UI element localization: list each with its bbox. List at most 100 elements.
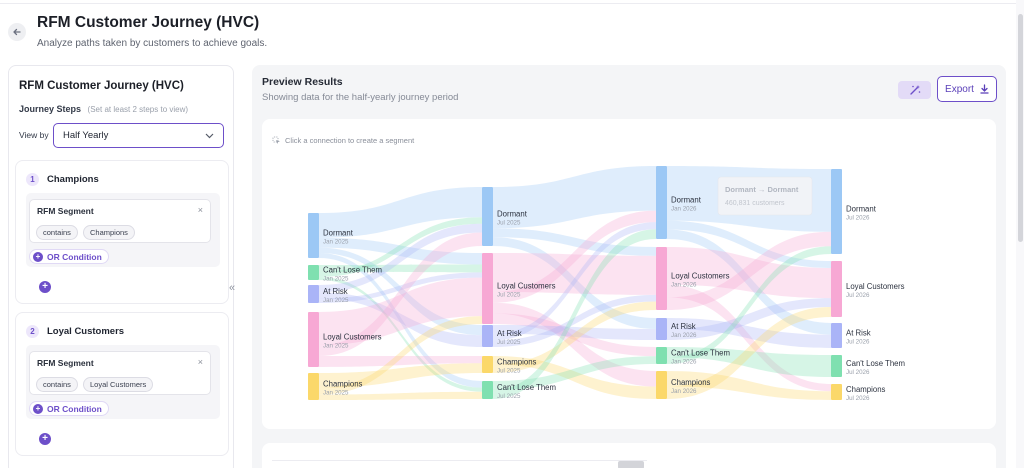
sankey-node[interactable] [656,318,667,340]
journey-steps-hint: (Set at least 2 steps to view) [87,105,189,114]
sankey-link[interactable] [493,313,656,357]
sankey-link[interactable] [319,356,482,367]
sankey-link[interactable] [319,277,482,392]
sankey-link[interactable] [493,302,656,387]
chart-hint-text: Click a connection to create a segment [285,136,415,145]
sankey-link[interactable] [319,217,482,277]
sankey-node[interactable] [482,381,493,399]
sankey-node-label: Dormant [323,229,354,238]
sankey-link[interactable] [667,347,831,377]
sankey-link[interactable] [319,247,482,336]
sankey-node[interactable] [482,187,493,246]
download-icon [980,84,989,94]
sankey-node[interactable] [308,312,319,367]
magic-wand-button[interactable] [898,81,931,99]
close-icon[interactable]: × [197,357,203,367]
operator-chip[interactable]: contains [36,377,78,392]
add-condition-plus-icon[interactable]: + [39,281,51,293]
sankey-link[interactable] [493,237,656,330]
sankey-link[interactable] [319,316,482,395]
plus-icon: + [33,403,43,414]
sankey-link[interactable] [667,306,831,399]
operator-chip[interactable]: contains [36,225,78,240]
sankey-node-period: Jul 2026 [846,339,870,346]
condition-field-label: RFM Segment [37,358,94,368]
horizontal-scroll-thumb[interactable] [618,461,644,468]
sankey-link[interactable] [667,229,831,335]
horizontal-scroll-track[interactable] [272,460,647,468]
close-icon[interactable]: × [197,205,203,215]
sankey-node-period: Jan 2025 [323,276,349,283]
sankey-link[interactable] [493,325,656,340]
preview-subtitle: Showing data for the half-yearly journey… [262,92,459,103]
sankey-node-period: Jul 2025 [497,368,521,375]
sankey-link[interactable] [493,229,656,399]
sankey-node-label: Loyal Customers [671,272,730,281]
back-button[interactable] [8,23,26,41]
sankey-node-period: Jan 2026 [671,359,697,366]
sankey-link[interactable] [319,223,482,293]
sankey-node[interactable] [482,253,493,324]
export-button[interactable]: Export [937,76,997,102]
sankey-node-period: Jan 2026 [671,388,697,395]
sankey-node[interactable] [656,166,667,239]
sankey-link[interactable] [667,371,831,400]
sankey-node[interactable] [831,323,842,348]
sankey-link[interactable] [493,356,656,390]
sankey-node[interactable] [308,285,319,303]
sankey-link[interactable] [667,318,831,348]
view-by-select[interactable]: Half Yearly [53,123,224,148]
condition-group: RFM Segment × contains Champions + OR Co… [26,193,220,267]
sankey-link[interactable] [319,264,482,273]
sankey-link[interactable] [319,232,482,356]
sankey-link[interactable] [667,284,831,392]
sankey-node[interactable] [831,169,842,254]
sankey-link[interactable] [319,237,482,265]
sankey-link[interactable] [319,292,482,347]
sankey-node[interactable] [308,213,319,258]
sankey-link[interactable] [667,298,831,340]
sankey-node[interactable] [831,355,842,377]
sankey-link[interactable] [493,210,656,303]
sankey-link[interactable] [493,222,656,341]
sankey-node-label: Champions [846,385,886,394]
or-condition-label: OR Condition [47,403,102,414]
value-chip[interactable]: Champions [83,225,135,240]
sankey-link[interactable] [319,253,482,388]
sankey-node[interactable] [482,325,493,347]
or-condition-button[interactable]: + OR Condition [29,401,109,416]
sankey-node-label: Dormant [846,205,877,214]
sankey-link[interactable] [493,253,656,295]
sankey-link[interactable] [319,391,482,400]
sankey-node[interactable] [308,373,319,400]
sankey-link[interactable] [667,220,831,268]
sankey-node[interactable] [831,384,842,400]
sankey-link[interactable] [493,294,656,347]
sankey-link[interactable] [493,301,656,374]
sankey-node[interactable] [831,261,842,317]
sankey-node[interactable] [656,347,667,364]
collapse-panel-icon[interactable]: « [229,282,236,294]
sankey-link[interactable] [319,277,482,345]
sankey-node[interactable] [482,356,493,373]
sankey-link[interactable] [493,228,656,256]
sankey-node-period: Jan 2025 [323,390,349,397]
sankey-chart-card: Click a connection to create a segment D… [262,119,996,429]
sankey-node[interactable] [656,247,667,310]
sankey-link[interactable] [319,187,482,238]
sankey-node[interactable] [656,371,667,399]
sankey-link[interactable] [667,246,831,364]
sankey-link[interactable] [667,247,831,299]
sankey-link[interactable] [493,356,656,399]
sankey-node-label: Loyal Customers [323,333,382,342]
page-scrollbar-thumb[interactable] [1018,14,1023,242]
sankey-node[interactable] [308,265,319,280]
value-chip[interactable]: Loyal Customers [83,377,154,392]
sankey-link[interactable] [319,272,482,303]
sankey-link[interactable] [667,231,831,310]
add-condition-plus-icon[interactable]: + [39,433,51,445]
sankey-link[interactable] [319,363,482,388]
or-condition-button[interactable]: + OR Condition [29,249,109,264]
sankey-link[interactable] [493,166,656,229]
